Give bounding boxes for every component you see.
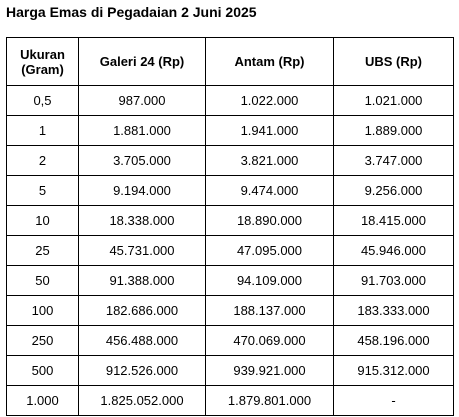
cell-size: 10 [6,205,79,236]
table-body: 0,5 987.000 1.022.000 1.021.000 1 1.881.000 1.… [6,85,454,416]
cell-galeri24: 9.194.000 [78,175,206,206]
cell-ubs: 18.415.000 [333,205,454,236]
cell-ubs: 91.703.000 [333,265,454,296]
table-row: 100 182.686.000 188.137.000 183.333.000 [6,295,454,326]
cell-galeri24: 987.000 [78,85,206,116]
cell-antam: 3.821.000 [205,145,334,176]
cell-antam: 1.879.801.000 [205,385,334,416]
cell-size: 250 [6,325,79,356]
cell-ubs: 1.021.000 [333,85,454,116]
table-row: 0,5 987.000 1.022.000 1.021.000 [6,85,454,116]
cell-size: 1 [6,115,79,146]
cell-antam: 94.109.000 [205,265,334,296]
cell-size: 2 [6,145,79,176]
cell-antam: 470.069.000 [205,325,334,356]
cell-ubs: 183.333.000 [333,295,454,326]
cell-size: 0,5 [6,85,79,116]
cell-galeri24: 182.686.000 [78,295,206,326]
cell-galeri24: 912.526.000 [78,355,206,386]
cell-size: 100 [6,295,79,326]
header-ubs: UBS (Rp) [333,37,454,86]
cell-ubs: 9.256.000 [333,175,454,206]
table-row: 10 18.338.000 18.890.000 18.415.000 [6,205,454,236]
cell-galeri24: 45.731.000 [78,235,206,266]
cell-size: 5 [6,175,79,206]
cell-galeri24: 1.825.052.000 [78,385,206,416]
cell-size: 25 [6,235,79,266]
table-row: 25 45.731.000 47.095.000 45.946.000 [6,235,454,266]
table-row: 2 3.705.000 3.821.000 3.747.000 [6,145,454,176]
header-size-line1: Ukuran [20,46,65,62]
table-row: 1.000 1.825.052.000 1.879.801.000- [6,385,454,416]
cell-antam: 9.474.000 [205,175,334,206]
table-row: 500 912.526.000 939.921.000 915.312.000 [6,355,454,386]
cell-size: 50 [6,265,79,296]
cell-galeri24: 91.388.000 [78,265,206,296]
table-row: 5 9.194.000 9.474.000 9.256.000 [6,175,454,206]
cell-antam: 47.095.000 [205,235,334,266]
cell-antam: 1.022.000 [205,85,334,116]
header-antam: Antam (Rp) [205,37,334,86]
header-size: Ukuran (Gram) [6,37,79,86]
cell-ubs: 458.196.000 [333,325,454,356]
page-title: Harga Emas di Pegadaian 2 Juni 2025 [6,4,257,20]
gold-price-table: Ukuran (Gram) Galeri 24 (Rp) Antam (Rp) … [6,37,454,416]
table-row: 1 1.881.000 1.941.000 1.889.000 [6,115,454,146]
cell-galeri24: 3.705.000 [78,145,206,176]
cell-antam: 1.941.000 [205,115,334,146]
cell-ubs: 1.889.000 [333,115,454,146]
header-size-line2: (Gram) [21,61,64,77]
cell-ubs: 915.312.000 [333,355,454,386]
cell-antam: 188.137.000 [205,295,334,326]
cell-ubs: 3.747.000 [333,145,454,176]
cell-antam: 18.890.000 [205,205,334,236]
table-row: 250 456.488.000 470.069.000 458.196.000 [6,325,454,356]
cell-galeri24: 1.881.000 [78,115,206,146]
cell-size: 500 [6,355,79,386]
header-galeri24: Galeri 24 (Rp) [78,37,206,86]
table-header-row: Ukuran (Gram) Galeri 24 (Rp) Antam (Rp) … [6,37,454,86]
table-row: 50 91.388.000 94.109.000 91.703.000 [6,265,454,296]
cell-ubs: - [333,385,454,416]
cell-galeri24: 18.338.000 [78,205,206,236]
cell-antam: 939.921.000 [205,355,334,386]
cell-size: 1.000 [6,385,79,416]
cell-ubs: 45.946.000 [333,235,454,266]
cell-galeri24: 456.488.000 [78,325,206,356]
